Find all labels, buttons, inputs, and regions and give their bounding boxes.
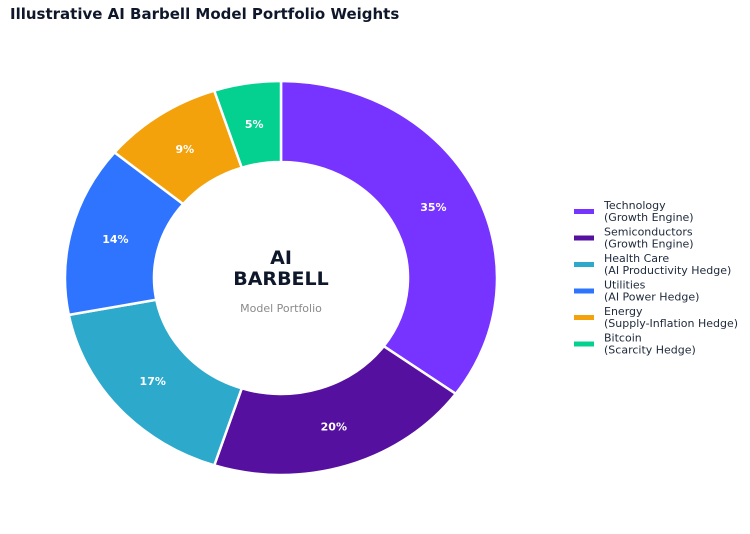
legend-label-bitcoin: Bitcoin xyxy=(604,332,642,345)
slice-label-health-care: 17% xyxy=(140,375,166,388)
slice-label-bitcoin: 5% xyxy=(245,118,264,131)
legend-sublabel-energy: (Supply-Inflation Hedge) xyxy=(604,317,738,330)
legend-swatch-health-care xyxy=(574,262,594,267)
legend-label-energy: Energy xyxy=(604,305,643,318)
slice-labels: 35% 20% 17% 14% 9% 5% xyxy=(102,118,446,433)
slice-bitcoin xyxy=(212,79,283,170)
chart-title: Illustrative AI Barbell Model Portfolio … xyxy=(10,5,400,23)
legend-label-health-care: Health Care xyxy=(604,252,669,265)
legend-sublabel-utilities: (AI Power Hedge) xyxy=(604,291,699,304)
legend-label-technology: Technology xyxy=(603,199,666,212)
legend-sublabel-bitcoin: (Scarcity Hedge) xyxy=(604,344,696,357)
slice-label-semiconductors: 20% xyxy=(321,420,347,433)
legend-swatch-energy xyxy=(574,315,594,320)
slice-semiconductors xyxy=(212,344,458,477)
legend-sublabel-semiconductors: (Growth Engine) xyxy=(604,238,694,251)
legend-label-utilities: Utilities xyxy=(604,279,646,292)
legend-swatch-semiconductors xyxy=(574,235,594,241)
legend-swatch-technology xyxy=(574,209,594,214)
center-sublabel: Model Portfolio xyxy=(240,302,322,315)
center-label-line-1: AI xyxy=(270,247,292,269)
legend-sublabel-technology: (Growth Engine) xyxy=(604,211,694,224)
slice-label-technology: 35% xyxy=(420,201,446,214)
donut-center: AI BARBELL Model Portfolio xyxy=(233,247,329,315)
slice-label-utilities: 14% xyxy=(102,233,128,246)
legend-label-semiconductors: Semiconductors xyxy=(604,226,693,239)
donut-slices xyxy=(63,79,499,477)
legend-swatch-utilities xyxy=(574,288,594,294)
legend-sublabel-health-care: (AI Productivity Hedge) xyxy=(604,264,731,277)
center-label-line-2: BARBELL xyxy=(233,268,329,290)
slice-technology xyxy=(279,79,499,396)
legend: Technology(Growth Engine)Semiconductors(… xyxy=(574,199,738,357)
legend-swatch-bitcoin xyxy=(574,341,594,347)
slice-label-energy: 9% xyxy=(176,143,195,156)
